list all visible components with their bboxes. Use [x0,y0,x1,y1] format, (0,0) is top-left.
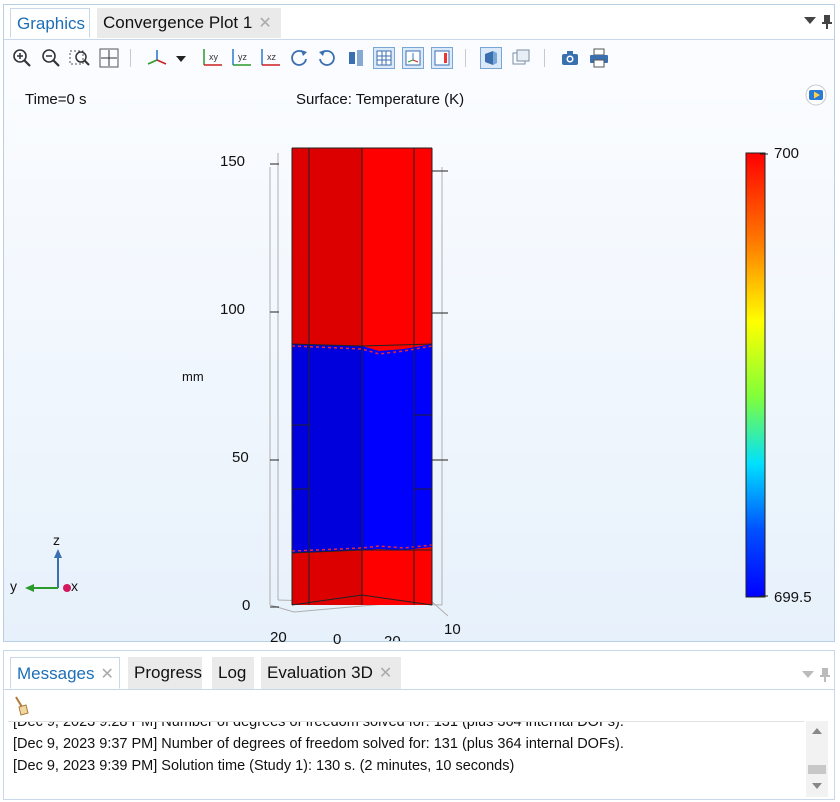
toolbar-separator [130,49,131,67]
zoom-out-icon[interactable] [40,47,62,69]
print-icon[interactable] [588,47,610,69]
scroll-up-icon[interactable] [812,728,822,734]
tab-label: Evaluation 3D [267,663,373,682]
zoom-box-icon[interactable] [69,47,91,69]
panel-menu-dropdown-icon[interactable] [804,17,816,24]
graphics-window: Graphics Convergence Plot 1 ✕ xy yz xz [3,4,836,648]
toolbar-separator [465,49,466,67]
close-icon[interactable]: ✕ [378,665,393,682]
svg-text:xy: xy [209,52,219,62]
bottom-tick-label: 20 [270,629,287,646]
log-line: [Dec 9, 2023 9:28 PM] Number of degrees … [13,721,624,730]
axis-orientation-icon[interactable] [402,47,424,69]
scroll-down-icon[interactable] [812,783,822,789]
color-legend-bar [745,152,766,598]
view-yz-icon[interactable]: yz [229,47,251,69]
colorbar-max-label: 700 [774,145,800,162]
rotate-ccw-icon[interactable] [316,47,338,69]
rotate-cw-icon[interactable] [288,47,310,69]
axis-unit-label: mm [182,369,204,384]
3d-plot-canvas[interactable] [4,5,836,643]
bottom-tick-label: 10 [444,621,461,638]
z-tick-label: 0 [242,597,251,614]
view-xz-icon[interactable]: xz [258,47,280,69]
log-line: [Dec 9, 2023 9:37 PM] Number of degrees … [13,736,624,752]
dropdown-arrow-icon[interactable] [176,56,186,62]
panel-menu-dropdown-icon[interactable] [802,671,814,678]
zoom-extents-icon[interactable] [98,47,120,69]
view-xy-icon[interactable]: xy [200,47,222,69]
zoom-in-icon[interactable] [11,47,33,69]
axis-view-icon[interactable] [146,47,168,69]
surface-plot-title: Surface: Temperature (K) [296,91,465,108]
tab-progress[interactable]: Progress [128,657,202,689]
tab-label: Messages [17,664,95,683]
triad-y-label: y [10,578,17,594]
graphics-toolbar: xy yz xz [4,41,834,75]
scroll-thumb[interactable] [808,765,826,774]
triad-x-label: x [71,578,78,594]
z-tick-label: 50 [232,449,249,466]
tab-messages[interactable]: Messages ✕ [10,657,120,689]
tab-label: Convergence Plot 1 [103,13,253,32]
coordinate-triad [25,549,71,592]
vertical-scrollbar[interactable] [806,721,828,797]
z-tick-label: 100 [220,301,246,318]
messages-window: Messages ✕ Progress Log Evaluation 3D ✕ [D… [3,650,835,800]
clear-messages-icon[interactable] [12,695,32,722]
close-icon[interactable]: ✕ [258,15,272,32]
grid-icon[interactable] [373,47,395,69]
time-label: Time=0 s [25,91,87,108]
bottom-tick-label: 20 [384,633,401,641]
svg-text:yz: yz [238,52,248,62]
toolbar-separator [544,49,545,67]
play-animation-icon[interactable] [804,83,828,107]
legend-icon[interactable] [431,47,453,69]
messages-log: [Dec 9, 2023 9:28 PM] Number of degrees … [8,721,804,798]
tab-log[interactable]: Log [212,657,254,689]
pin-icon[interactable] [820,668,830,687]
tab-convergence-plot-1[interactable]: Convergence Plot 1 ✕ [97,8,281,38]
z-tick-label: 150 [220,153,246,170]
z-axis-ticks [270,163,448,608]
svg-text:xz: xz [267,52,277,62]
geometry-surface [291,147,433,606]
wireframe-icon[interactable] [510,47,532,69]
log-line: [Dec 9, 2023 9:39 PM] Solution time (Stu… [13,758,515,774]
camera-icon[interactable] [559,47,581,69]
graphics-tab-bar: Graphics Convergence Plot 1 ✕ [4,5,834,40]
colorbar-min-label: 699.5 [774,589,812,606]
triad-z-label: z [53,532,60,548]
tab-evaluation-3d[interactable]: Evaluation 3D ✕ [261,657,401,689]
close-icon[interactable]: ✕ [100,666,114,683]
transparency-icon[interactable] [480,47,502,69]
bottom-tick-label: 0 [333,631,342,648]
messages-tab-bar: Messages ✕ Progress Log Evaluation 3D ✕ [4,651,834,690]
scene-light-icon[interactable] [345,47,367,69]
pin-icon[interactable] [822,15,832,34]
tab-graphics[interactable]: Graphics [10,8,90,38]
